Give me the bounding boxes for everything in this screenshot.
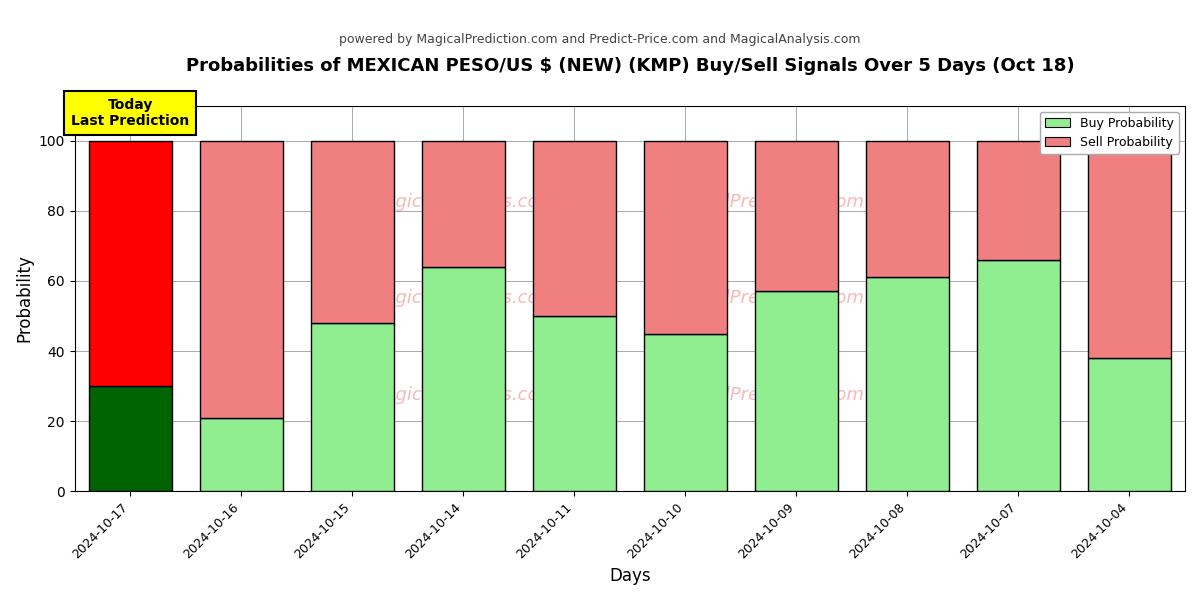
- Bar: [421, 267, 505, 491]
- Text: MagicalAnalysis.com: MagicalAnalysis.com: [370, 386, 557, 404]
- Bar: [1088, 141, 1171, 358]
- Bar: [977, 141, 1060, 260]
- Bar: [89, 386, 172, 491]
- Bar: [421, 141, 505, 267]
- X-axis label: Days: Days: [610, 567, 650, 585]
- Bar: [643, 141, 727, 334]
- Y-axis label: Probability: Probability: [16, 254, 34, 343]
- Bar: [755, 141, 838, 292]
- Bar: [977, 260, 1060, 491]
- Bar: [199, 141, 283, 418]
- Bar: [311, 323, 394, 491]
- Bar: [1088, 358, 1171, 491]
- Bar: [865, 277, 949, 491]
- Bar: [199, 418, 283, 491]
- Bar: [311, 141, 394, 323]
- Text: MagicalAnalysis.com: MagicalAnalysis.com: [370, 193, 557, 211]
- Text: MagicalPrediction.com: MagicalPrediction.com: [661, 289, 864, 307]
- Text: powered by MagicalPrediction.com and Predict-Price.com and MagicalAnalysis.com: powered by MagicalPrediction.com and Pre…: [340, 32, 860, 46]
- Bar: [643, 334, 727, 491]
- Bar: [89, 141, 172, 386]
- Bar: [533, 141, 616, 316]
- Title: Probabilities of MEXICAN PESO/US $ (NEW) (KMP) Buy/Sell Signals Over 5 Days (Oct: Probabilities of MEXICAN PESO/US $ (NEW)…: [186, 57, 1074, 75]
- Text: MagicalAnalysis.com: MagicalAnalysis.com: [370, 289, 557, 307]
- Text: Today
Last Prediction: Today Last Prediction: [71, 98, 190, 128]
- Text: MagicalPrediction.com: MagicalPrediction.com: [661, 386, 864, 404]
- Legend: Buy Probability, Sell Probability: Buy Probability, Sell Probability: [1040, 112, 1178, 154]
- Bar: [533, 316, 616, 491]
- Text: MagicalPrediction.com: MagicalPrediction.com: [661, 193, 864, 211]
- Bar: [755, 292, 838, 491]
- Bar: [865, 141, 949, 277]
